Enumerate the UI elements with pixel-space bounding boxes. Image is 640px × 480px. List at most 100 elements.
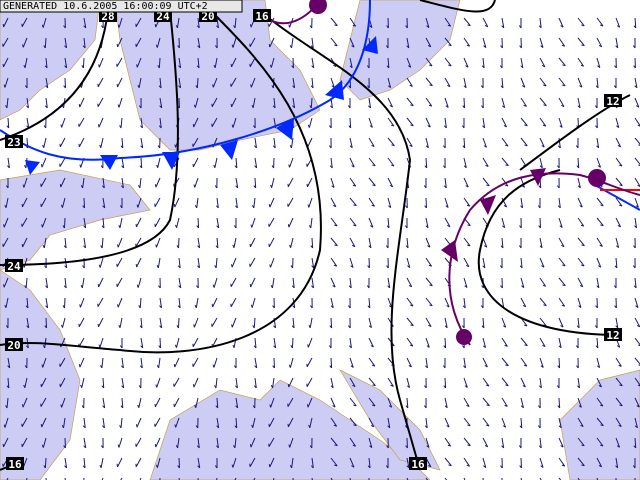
wind-arrow — [6, 397, 9, 409]
wind-arrow — [40, 397, 47, 407]
wind-arrow — [349, 57, 353, 68]
wind-arrow — [406, 257, 411, 268]
wind-arrow-head — [524, 344, 528, 347]
wind-arrow-head — [137, 404, 140, 408]
wind-arrow-head — [429, 84, 433, 87]
wind-arrow-head — [193, 184, 196, 188]
contour-line — [419, 0, 496, 13]
wind-arrow — [288, 217, 294, 228]
wind-arrow-head — [273, 345, 276, 349]
wind-arrow-head — [308, 225, 312, 229]
wind-arrow — [158, 57, 161, 69]
wind-arrow — [192, 337, 199, 348]
wind-arrow-head — [407, 65, 412, 68]
wind-arrow-head — [444, 325, 448, 329]
wind-arrow-head — [292, 85, 295, 89]
wind-arrow — [330, 77, 335, 88]
wind-arrow — [232, 457, 237, 468]
wind-arrow — [330, 437, 338, 447]
wind-arrow — [406, 317, 414, 326]
wind-arrow-head — [137, 84, 140, 89]
wind-arrow-head — [216, 425, 220, 429]
wind-arrow-head — [353, 404, 357, 407]
wind-arrow — [194, 177, 199, 188]
wind-arrow-head — [289, 465, 293, 469]
wind-arrow — [577, 477, 580, 480]
wind-arrow-head — [353, 224, 357, 227]
wind-arrow-head — [159, 105, 163, 109]
wind-arrow — [192, 357, 199, 367]
wind-arrow — [289, 157, 294, 168]
wind-arrow — [175, 417, 180, 428]
wind-arrow — [577, 317, 580, 328]
wind-arrow-head — [307, 204, 310, 208]
wind-arrow-head — [594, 325, 598, 329]
wind-arrow — [406, 277, 413, 288]
wind-arrow-head — [121, 385, 125, 389]
wind-arrow-head — [26, 325, 30, 329]
wind-arrow-head — [466, 404, 470, 408]
wind-arrow-head — [426, 345, 430, 348]
wind-arrow-head — [291, 325, 295, 329]
wind-arrow-head — [484, 245, 488, 248]
wind-arrow — [45, 57, 48, 69]
wind-arrow — [444, 417, 450, 428]
wind-arrow — [368, 437, 373, 448]
wind-arrow-head — [45, 305, 48, 309]
wind-arrow — [577, 397, 582, 408]
wind-arrow-head — [99, 464, 102, 469]
wind-arrow — [23, 177, 28, 188]
wind-arrow-head — [501, 25, 505, 29]
wind-arrow — [137, 197, 142, 208]
wind-arrow — [539, 317, 547, 327]
wind-arrow-head — [427, 464, 432, 468]
wind-arrow — [102, 197, 106, 208]
front-triangle — [220, 140, 238, 160]
wind-arrow-head — [332, 405, 336, 408]
wind-arrow — [157, 157, 161, 168]
wind-arrow — [292, 317, 295, 328]
wind-arrow — [140, 137, 144, 148]
wind-arrow-head — [577, 185, 581, 189]
wind-arrow — [253, 477, 256, 480]
label-box — [604, 328, 622, 341]
wind-arrow-head — [388, 405, 392, 408]
wind-arrow-head — [334, 444, 338, 447]
wind-arrow — [425, 277, 433, 287]
wind-arrow-head — [158, 85, 162, 89]
wind-arrow — [444, 77, 451, 87]
wind-arrow-head — [83, 445, 87, 449]
wind-arrow-head — [385, 45, 389, 49]
wind-arrow-head — [524, 144, 528, 147]
wind-arrow-head — [44, 325, 47, 329]
wind-arrow-head — [197, 465, 201, 469]
wind-arrow — [197, 57, 200, 68]
wind-arrow-head — [540, 465, 544, 468]
header-box — [0, 0, 243, 13]
wind-arrow — [425, 417, 428, 428]
wind-arrow-head — [462, 145, 466, 149]
wind-arrow-head — [5, 105, 8, 109]
wind-arrow — [615, 157, 623, 167]
wind-arrow-head — [24, 285, 27, 289]
wind-arrow-head — [308, 424, 311, 428]
occluded-symbols — [309, 0, 606, 345]
wind-arrow — [102, 397, 106, 408]
wind-arrow — [501, 397, 508, 407]
wind-arrow — [539, 97, 547, 106]
wind-arrow — [615, 357, 622, 367]
wind-arrow-head — [42, 144, 45, 148]
wind-arrow — [558, 17, 564, 28]
wind-arrow — [387, 417, 391, 428]
wind-arrow — [79, 297, 85, 308]
wind-arrow — [2, 37, 9, 47]
wind-arrow — [21, 437, 28, 448]
wind-arrow-head — [483, 145, 487, 148]
wind-arrow — [634, 437, 637, 449]
wind-arrow — [444, 37, 452, 47]
wind-arrow — [387, 217, 390, 229]
wind-arrow — [444, 97, 449, 108]
wind-arrow-head — [618, 204, 623, 207]
wind-arrow-head — [118, 224, 121, 228]
wind-arrow — [501, 137, 509, 147]
